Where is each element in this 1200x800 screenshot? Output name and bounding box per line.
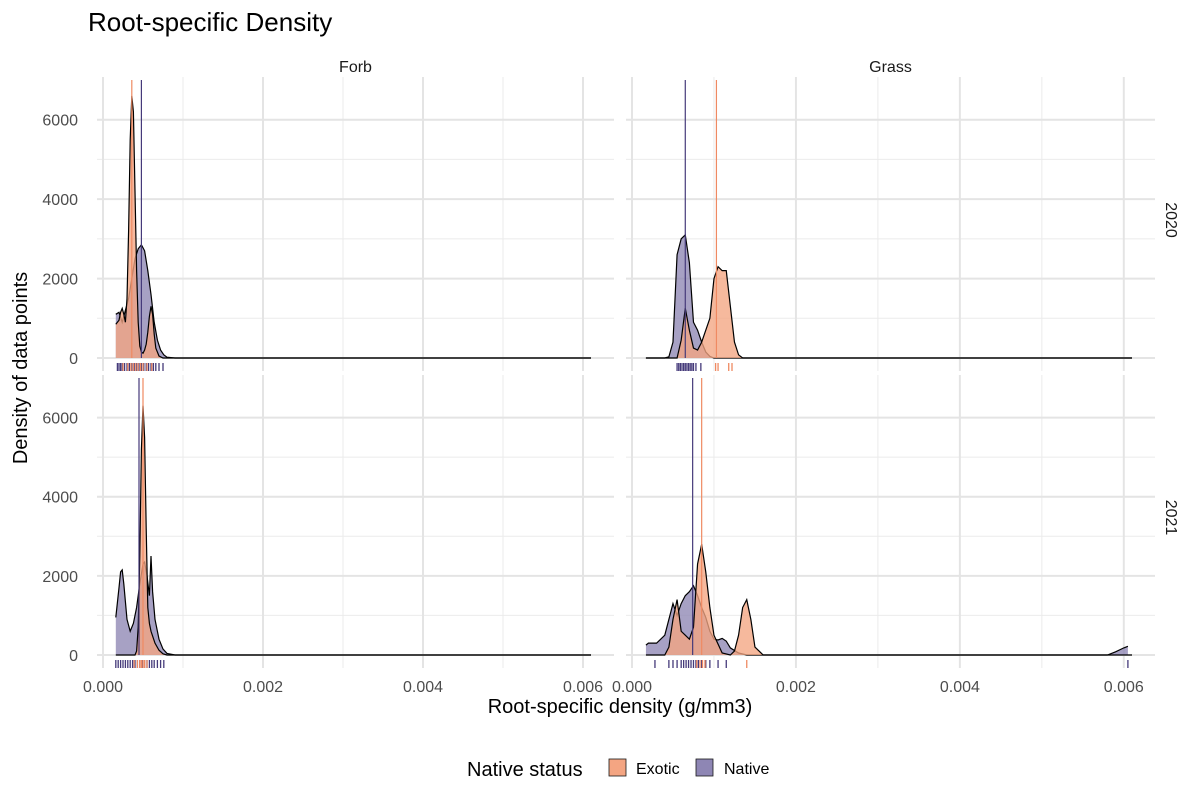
chart-title: Root-specific Density	[88, 7, 332, 37]
legend-swatch-native	[695, 758, 714, 777]
y-tick-label: 2000	[42, 272, 78, 289]
density-line-exotic	[115, 95, 591, 359]
strip-label-2020: 2020	[1162, 202, 1179, 238]
legend-title: Native status	[467, 759, 583, 781]
density-line-native	[115, 556, 591, 656]
y-axis-title: Density of data points	[10, 272, 32, 464]
density-area-exotic	[115, 405, 592, 655]
y-tick-label: 6000	[42, 113, 78, 130]
density-line-exotic	[645, 265, 1132, 359]
x-tick-label: 0.004	[940, 679, 980, 696]
x-tick-label: 0.006	[563, 679, 603, 696]
y-tick-label: 6000	[42, 411, 78, 428]
y-tick-label: 4000	[42, 490, 78, 507]
legend-label-native: Native	[724, 761, 769, 778]
panel-grass-2020	[626, 77, 1155, 371]
strip-label-2021: 2021	[1162, 500, 1179, 536]
x-tick-label: 0.004	[403, 679, 443, 696]
density-area-exotic	[645, 544, 1132, 655]
x-tick-label: 0.002	[776, 679, 816, 696]
panel-grass-2021	[626, 375, 1155, 668]
legend-swatch-exotic	[608, 758, 627, 777]
legend: Native status Exotic Native	[467, 758, 769, 781]
density-line-exotic	[645, 544, 1132, 656]
y-tick-label: 2000	[42, 569, 78, 586]
density-area-native	[115, 244, 592, 358]
density-line-native	[115, 243, 591, 359]
y-tick-label: 4000	[42, 192, 78, 209]
x-tick-label: 0.000	[83, 679, 123, 696]
panel-forb-2021	[97, 375, 614, 668]
density-area-native	[115, 556, 592, 655]
strip-label-grass: Grass	[869, 59, 912, 76]
x-axis-title: Root-specific density (g/mm3)	[488, 696, 753, 718]
x-tick-label: 0.002	[243, 679, 283, 696]
y-tick-label: 0	[69, 351, 78, 368]
strip-label-forb: Forb	[339, 59, 372, 76]
x-tick-label: 0.006	[1104, 679, 1144, 696]
legend-label-exotic: Exotic	[636, 761, 680, 778]
y-tick-label: 0	[69, 648, 78, 665]
density-area-native	[645, 234, 1132, 358]
density-area-exotic	[645, 266, 1132, 358]
panel-forb-2020	[97, 77, 614, 371]
facet-panels: Forb Grass 2020 2021 0 2000 4000 6000 0 2000 4000 6…	[42, 59, 1179, 696]
x-tick-label: 0.000	[612, 679, 652, 696]
density-line-exotic	[115, 405, 591, 656]
